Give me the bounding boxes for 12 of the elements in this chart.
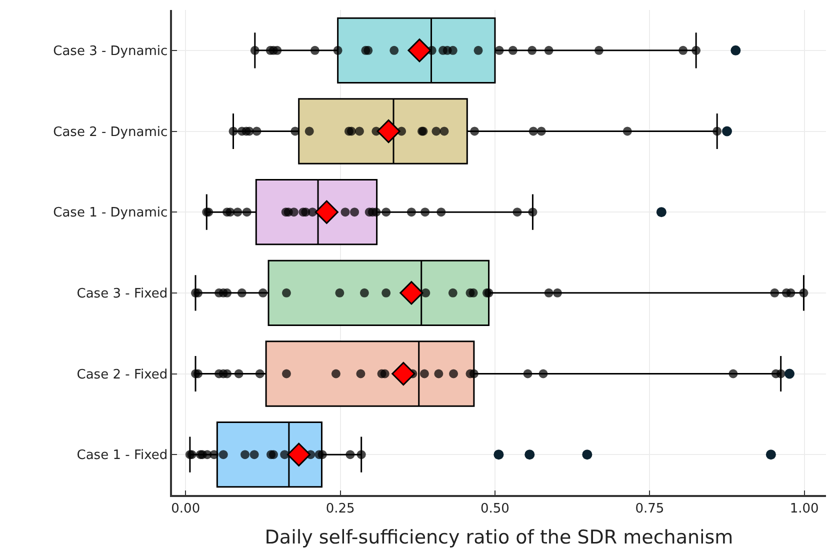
y-tick-label: Case 3 - Dynamic [53, 44, 168, 59]
y-tick-label: Case 2 - Fixed [76, 367, 168, 382]
x-tick-label: 0.25 [326, 501, 355, 516]
y-tick-label: Case 1 - Fixed [76, 448, 168, 464]
x-tick-label: 0.00 [171, 501, 200, 516]
y-tick-label: Case 2 - Dynamic [53, 124, 168, 140]
x-tick-label: 0.50 [480, 501, 510, 516]
y-tick-label: Case 3 - Fixed [76, 286, 168, 302]
x-axis-title: Daily self-sufficiency ratio of the SDR mechanism [264, 526, 734, 549]
y-tick-label: Case 1 - Dynamic [53, 206, 168, 221]
x-tick-label: 0.75 [635, 501, 664, 516]
x-tick-label: 1.00 [790, 501, 819, 516]
